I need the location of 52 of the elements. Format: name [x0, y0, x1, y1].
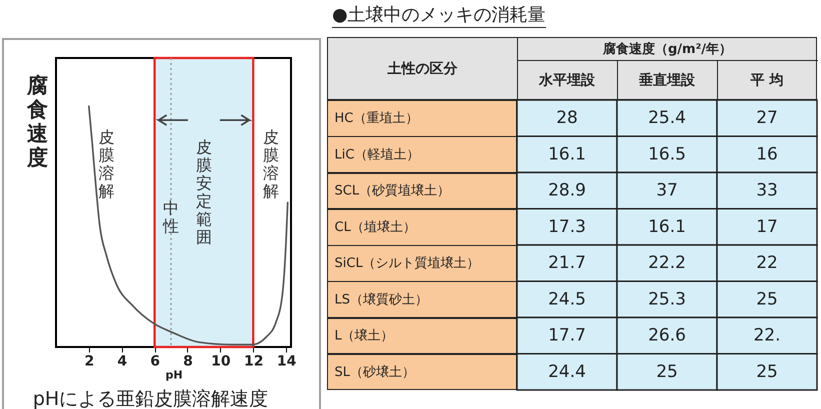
data-label: 17 — [756, 216, 778, 237]
data-label: 22. — [753, 326, 781, 346]
data-label: 24.5 — [548, 289, 586, 310]
y-tick-label: HC（重埴土） — [334, 111, 418, 126]
x-tick-label: 平 均 — [750, 72, 784, 88]
x-tick-label: 12 — [244, 354, 264, 370]
y-axis-title: 腐食速度 — [26, 74, 48, 170]
data-label: 22 — [756, 253, 778, 274]
data-label: 28.9 — [548, 180, 586, 201]
ref-line-label: 中性 — [162, 198, 180, 236]
data-label: 25 — [756, 289, 778, 310]
data-label: 16 — [756, 144, 778, 164]
annotation: 皮膜溶解 — [262, 127, 279, 200]
data-label: 27 — [756, 108, 778, 128]
x-tick-label: 6 — [150, 354, 160, 370]
y-tick-label: L（壌土） — [334, 328, 394, 344]
chart-title: ●土壌中のメッキの消耗量 — [332, 4, 546, 26]
data-label: 17.7 — [548, 326, 586, 346]
band-label: 皮膜安定範囲 — [196, 138, 212, 247]
data-label: 21.7 — [548, 253, 586, 274]
x-tick-label: 垂直埋設 — [638, 72, 696, 88]
y-tick-label: LS（壌質砂土） — [334, 291, 428, 308]
data-label: 28 — [556, 108, 578, 128]
y-tick-label: SL（砂壌土） — [334, 364, 415, 380]
y-tick-label: CL（埴壌土） — [334, 218, 416, 235]
data-label: 16.1 — [548, 144, 586, 164]
annotation: 皮膜溶解 — [98, 127, 115, 200]
data-label: 17.3 — [548, 216, 586, 237]
y-tick-label: LiC（軽埴土） — [334, 147, 420, 162]
x-tick-label: 14 — [276, 354, 297, 370]
data-label: 25 — [656, 362, 678, 382]
x-tick-label: 水平埋設 — [538, 72, 596, 88]
data-label: 25.3 — [648, 289, 686, 310]
x-tick-label: 8 — [183, 354, 193, 370]
x-tick-label: 4 — [117, 354, 128, 370]
data-label: 16.1 — [648, 216, 686, 237]
data-label: 33 — [756, 180, 778, 201]
x-axis-title: pH — [165, 368, 183, 382]
data-label: 22.2 — [648, 253, 686, 274]
data-label: 16.5 — [648, 144, 686, 164]
y-axis-title: 土性の区分 — [386, 61, 458, 77]
data-label: 24.4 — [548, 362, 586, 382]
data-label: 25.4 — [648, 108, 686, 128]
x-axis-title: 腐食速度（g/m²/年） — [602, 41, 732, 57]
data-label: 25 — [756, 362, 778, 382]
data-label: 26.6 — [648, 326, 686, 346]
x-tick-label: 10 — [211, 354, 231, 370]
x-tick-label: 2 — [84, 354, 94, 370]
data-label: 37 — [656, 180, 678, 201]
y-tick-label: SiCL（シルト質埴壌土） — [334, 255, 480, 272]
text: pHによる亜鉛皮膜溶解速度 — [32, 388, 268, 409]
y-tick-label: SCL（砂質埴壌土） — [334, 182, 450, 199]
